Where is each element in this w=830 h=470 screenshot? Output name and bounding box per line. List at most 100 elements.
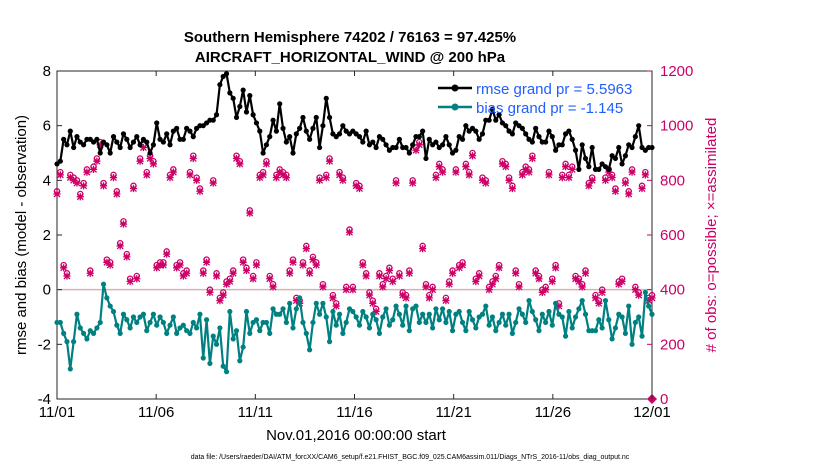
bias-point <box>459 319 466 326</box>
bias-point <box>383 306 389 312</box>
bias-point <box>297 295 303 301</box>
obs-assimilated-point <box>369 299 377 307</box>
bias-point <box>380 314 386 320</box>
rmse-point <box>110 134 117 140</box>
bias-point <box>283 319 289 326</box>
bias-point <box>124 317 130 323</box>
obs-assimilated-point <box>565 174 573 182</box>
obs-assimilated-point <box>312 261 320 269</box>
obs-assimilated-point <box>352 182 360 190</box>
obs-assimilated-point <box>635 291 643 299</box>
bias-point <box>220 363 226 369</box>
obs-assimilated-point <box>611 187 620 195</box>
obs-assimilated-series <box>53 141 657 404</box>
bias-point <box>150 311 156 317</box>
obs-assimilated-point <box>372 307 380 316</box>
obs-assimilated-point <box>382 275 390 283</box>
y-left-tick-label: 4 <box>43 172 51 189</box>
obs-assimilated-point <box>409 179 417 187</box>
bias-point <box>90 330 97 336</box>
rmse-point <box>117 144 123 151</box>
rmse-point <box>572 147 579 153</box>
obs-assimilated-point <box>299 261 307 269</box>
obs-assimilated-point <box>508 184 516 193</box>
obs-assimilated-point <box>412 146 420 154</box>
bias-point <box>213 341 220 347</box>
bias-point <box>466 308 472 315</box>
bias-point <box>267 330 273 336</box>
rmse-point <box>114 139 120 145</box>
bias-point <box>360 308 366 315</box>
obs-assimilated-point <box>405 269 413 277</box>
rmse-point <box>383 142 389 148</box>
rmse-point <box>503 123 509 129</box>
obs-assimilated-point <box>292 297 300 305</box>
rmse-point <box>74 134 80 140</box>
obs-assimilated-point <box>216 297 224 305</box>
rmse-point <box>57 158 63 164</box>
obs-assimilated-point <box>362 272 370 280</box>
bias-point <box>207 360 213 367</box>
obs-assimilated-point <box>595 299 603 307</box>
obs-assimilated-point <box>581 269 590 277</box>
bias-point <box>227 308 233 315</box>
obs-assimilated-point <box>209 179 217 187</box>
y-right-tick-label: 400 <box>660 282 685 299</box>
obs-assimilated-point <box>196 187 204 195</box>
bias-point <box>576 306 582 312</box>
bias-point <box>579 298 585 304</box>
rmse-point <box>300 114 306 121</box>
rmse-point <box>253 120 260 126</box>
obs-assimilated-point <box>568 165 576 173</box>
rmse-point <box>529 139 535 145</box>
rmse-point <box>360 139 366 145</box>
rmse-point <box>164 131 170 137</box>
y-left-tick-label: -4 <box>38 391 51 408</box>
obs-assimilated-point <box>522 165 530 173</box>
legend-rmse-label: rmse grand pr = 5.5963 <box>476 81 632 98</box>
obs-assimilated-point <box>73 179 81 187</box>
obs-assimilated-point <box>272 174 280 182</box>
obs-assimilated-point <box>588 176 596 184</box>
chart-title-line1: Southern Hemisphere 74202 / 76163 = 97.4… <box>184 29 516 46</box>
rmse-point <box>423 155 429 162</box>
rmse-point <box>569 136 575 142</box>
rmse-point <box>223 71 230 77</box>
rmse-point <box>233 114 240 121</box>
bias-point <box>416 319 422 326</box>
bias-point <box>120 311 127 317</box>
obs-assimilated-point <box>445 280 453 288</box>
bias-point <box>376 330 383 336</box>
rmse-point <box>280 125 286 131</box>
obs-assimilated-point <box>212 272 221 280</box>
bias-point <box>499 311 506 317</box>
obs-assimilated-point <box>648 294 656 302</box>
bias-point <box>77 325 83 331</box>
rmse-point <box>243 109 250 115</box>
rmse-point <box>559 142 565 148</box>
obs-assimilated-point <box>103 258 111 266</box>
obs-assimilated-point <box>389 277 397 286</box>
obs-assimilated-point <box>462 163 470 171</box>
bias-point <box>147 319 153 326</box>
rmse-point <box>509 131 515 137</box>
rmse-point <box>270 117 276 123</box>
rmse-point <box>127 144 133 151</box>
bias-point <box>243 308 250 315</box>
rmse-series <box>54 71 655 172</box>
rmse-point <box>147 150 153 156</box>
obs-assimilated-point <box>179 272 187 280</box>
obs-assimilated-point <box>571 275 580 283</box>
bias-point <box>569 325 575 331</box>
rmse-point <box>240 87 246 93</box>
obs-assimilated-point <box>302 245 310 253</box>
bias-point <box>406 328 412 334</box>
obs-assimilated-point <box>395 272 403 280</box>
bias-point <box>154 322 160 328</box>
bias-point <box>74 311 80 317</box>
rmse-point <box>323 95 329 101</box>
y-right-tick-label: 1000 <box>660 118 693 135</box>
y-right-tick-label: 600 <box>660 227 685 244</box>
bias-point <box>606 317 612 323</box>
rmse-point <box>257 128 263 134</box>
